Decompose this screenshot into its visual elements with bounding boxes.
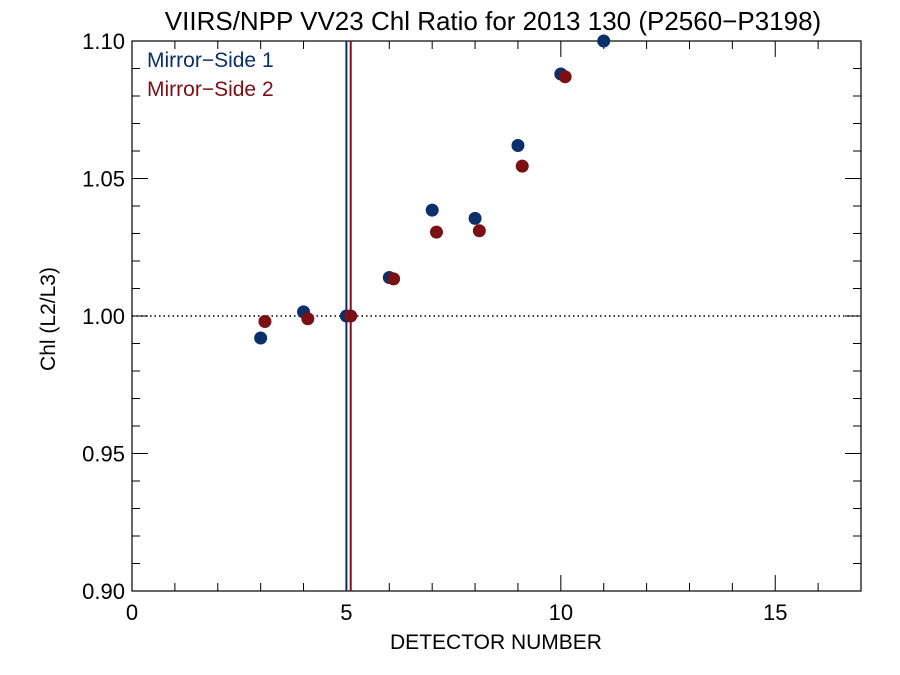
mirror-side-1-point	[254, 331, 268, 345]
legend-mirror-side-2: Mirror−Side 2	[147, 78, 274, 101]
x-tick-label: 10	[549, 600, 573, 625]
mirror-side-2-point	[472, 224, 486, 238]
mirror-side-2-point	[515, 159, 529, 173]
y-tick-label: 0.95	[82, 442, 125, 467]
mirror-side-2-point	[387, 272, 401, 286]
mirror-side-1-point	[597, 34, 611, 48]
data-points	[254, 34, 611, 345]
mirror-side-2-point	[558, 70, 572, 84]
y-tick-label: 1.05	[82, 167, 125, 192]
y-axis-label: Chl (L2/L3)	[37, 267, 60, 371]
mirror-side-1-point	[468, 211, 482, 225]
mirror-side-2-point	[344, 309, 358, 323]
x-tick-label: 0	[126, 600, 138, 625]
mirror-side-1-point	[511, 139, 525, 152]
legend: Mirror−Side 1 Mirror−Side 2	[147, 49, 274, 101]
tick-labels: 0 5 10 15 0.90 0.95 1.00 1.05 1.10	[82, 29, 787, 625]
mirror-side-2-point	[429, 225, 443, 239]
mirror-side-2-point	[258, 315, 272, 328]
y-tick-label: 1.00	[82, 304, 125, 329]
x-axis-label: DETECTOR NUMBER	[390, 631, 602, 654]
mirror-side-2-point	[301, 312, 315, 326]
x-tick-label: 15	[763, 600, 787, 625]
mirror-side-1-point	[425, 203, 439, 217]
plot-area	[131, 34, 862, 592]
chart-title: VIIRS/NPP VV23 Chl Ratio for 2013 130 (P…	[165, 6, 821, 36]
legend-mirror-side-1: Mirror−Side 1	[147, 49, 274, 72]
x-tick-label: 5	[340, 600, 352, 625]
y-tick-label: 0.90	[82, 579, 125, 604]
y-tick-label: 1.10	[82, 29, 125, 54]
